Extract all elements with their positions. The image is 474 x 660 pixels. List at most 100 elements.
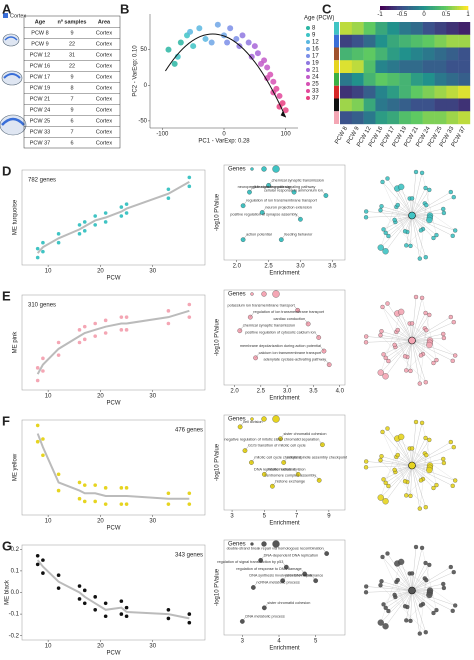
point (282, 107, 289, 114)
heat-cell (340, 47, 353, 61)
heat-cell (410, 85, 423, 99)
point (56, 340, 61, 345)
network-edge (380, 335, 426, 383)
network-node (424, 203, 429, 208)
legend-swatch (306, 47, 310, 51)
network-node (413, 294, 419, 300)
point (56, 232, 61, 236)
heat-cell (446, 85, 459, 99)
point (165, 46, 172, 53)
heat-cell (410, 47, 423, 61)
network-node (378, 458, 383, 463)
network-edge (396, 581, 411, 621)
colorbar-step (461, 6, 464, 10)
network-node (426, 591, 433, 599)
label-leader (283, 563, 287, 568)
colorbar-step (382, 6, 385, 10)
table-cell: PCW 17 (30, 74, 50, 80)
legend-label: 21 (312, 68, 319, 74)
point (82, 220, 87, 224)
colorbar-step (454, 6, 458, 10)
x-tick-label: 2.0 (233, 264, 242, 270)
point (166, 321, 171, 326)
x-axis-label: PCW (107, 276, 121, 282)
legend-swatch (306, 82, 310, 86)
network-edge (388, 215, 413, 237)
network-node (395, 452, 400, 458)
network-node (363, 465, 369, 470)
colorbar-step (415, 6, 418, 10)
network-node (385, 301, 390, 306)
point (77, 480, 82, 485)
network-edge (396, 206, 411, 246)
point (177, 39, 184, 46)
network-edge (366, 211, 413, 216)
point (41, 240, 45, 245)
point (41, 453, 45, 458)
heat-cell (399, 85, 412, 99)
point (119, 612, 124, 616)
network-edge (406, 215, 413, 246)
label-leader (242, 617, 246, 622)
heat-cell (363, 73, 376, 86)
x-tick-label: 30 (149, 269, 156, 275)
point (82, 337, 87, 342)
network-edge (380, 561, 402, 623)
point (187, 612, 192, 616)
network-edge (380, 590, 413, 623)
point-label: sister chromatid cohesion (283, 432, 326, 436)
network-edge (381, 331, 413, 341)
network-node (418, 478, 424, 483)
colorbar-step (384, 6, 387, 10)
network-hub (408, 336, 416, 345)
table-cell: Cortex (96, 52, 112, 58)
heat-cell (387, 47, 400, 61)
network-edge (411, 590, 420, 634)
label-leader (244, 446, 249, 451)
point (93, 334, 97, 338)
network-edge (411, 340, 434, 364)
module-swatch (334, 60, 339, 73)
network-edge (396, 331, 411, 371)
network-node (426, 341, 433, 349)
point (103, 318, 108, 323)
network-edge (411, 208, 444, 216)
point (41, 571, 45, 575)
point (281, 460, 287, 465)
point-label: regulation of response to DNA damage (236, 567, 301, 571)
network-node (363, 340, 369, 345)
point-label: centromere complex assembly (265, 473, 317, 477)
network-node (363, 590, 369, 595)
heat-cell (340, 85, 353, 99)
point (103, 220, 108, 224)
network-edge (419, 580, 427, 634)
point (119, 502, 124, 506)
colorbar-step (410, 6, 414, 10)
y-axis-label: ME pink (13, 331, 19, 354)
x-tick-label: 10 (45, 519, 52, 525)
colorbar-step (419, 6, 423, 10)
network-edge (411, 297, 423, 341)
label-leader (251, 458, 255, 463)
point (233, 35, 240, 42)
point (166, 187, 171, 192)
network-node (450, 358, 455, 363)
network-edge (411, 340, 420, 384)
network-edge (411, 171, 417, 216)
network-edge (411, 215, 453, 236)
network-node (398, 558, 405, 566)
network-edge (397, 563, 413, 591)
network-edge (411, 191, 451, 216)
x-tick-label: 5 (314, 639, 318, 645)
table-cell: PCW 19 (30, 85, 50, 91)
colorbar-step (428, 6, 431, 10)
network-node (427, 312, 432, 318)
point (124, 315, 129, 319)
label-leader (240, 422, 244, 427)
network-node (434, 482, 439, 488)
network-node (453, 353, 458, 358)
point-label: cellular response to ammonium ion (264, 189, 323, 193)
colorbar-label: 0 (422, 12, 426, 18)
network-edge (411, 215, 437, 236)
table-cell: 9 (70, 107, 73, 113)
